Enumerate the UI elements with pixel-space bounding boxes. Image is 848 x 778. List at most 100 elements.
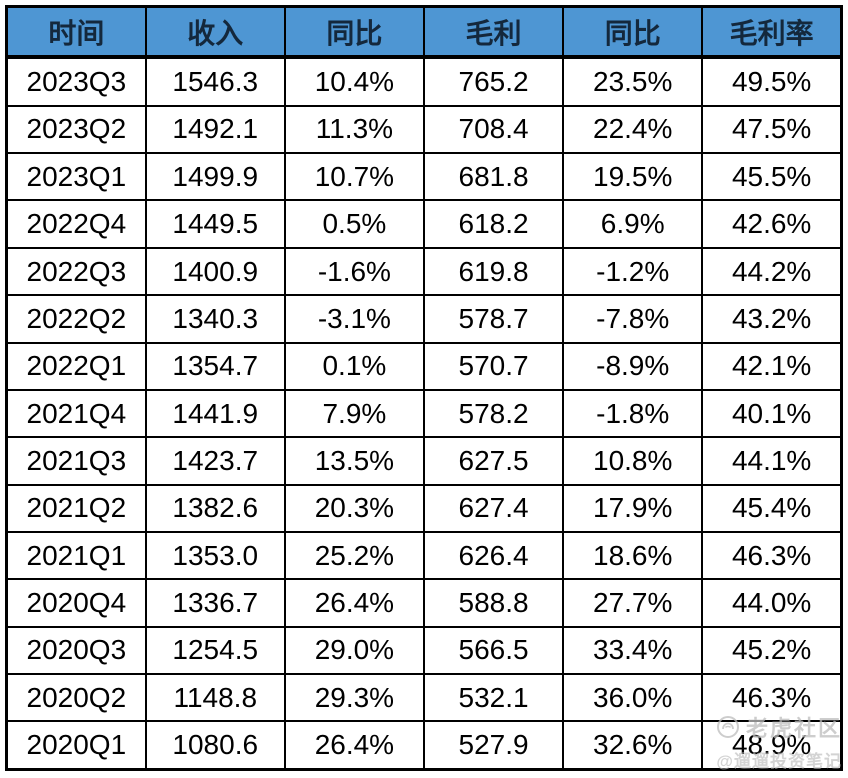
table-cell: 10.4%: [283, 56, 425, 107]
header-cell: 收入: [144, 5, 286, 59]
table-cell: 532.1: [422, 673, 565, 723]
table-cell: 2023Q1: [5, 152, 147, 202]
table-cell: 44.0%: [701, 578, 843, 628]
table-row: 2023Q2 1492.1 11.3% 708.4 22.4% 47.5%: [5, 104, 843, 155]
table-cell: 2021Q3: [5, 436, 147, 486]
table-cell: 2022Q3: [5, 246, 147, 297]
table-cell: 1336.7: [144, 578, 286, 628]
table-cell: 2023Q2: [5, 104, 147, 155]
table-row: 2022Q3 1400.9 -1.6% 619.8 -1.2% 44.2%: [5, 246, 843, 297]
table-cell: 29.0%: [283, 625, 425, 676]
table-cell: 2022Q2: [5, 294, 147, 344]
table-cell: 2022Q4: [5, 199, 147, 249]
table-cell: 1546.3: [144, 56, 286, 107]
table-cell: 1382.6: [144, 483, 286, 533]
table-row: 2023Q1 1499.9 10.7% 681.8 19.5% 45.5%: [5, 152, 843, 202]
table-cell: 13.5%: [283, 436, 425, 486]
table-cell: 25.2%: [283, 530, 425, 581]
table-cell: 527.9: [422, 720, 565, 771]
table-row: 2021Q2 1382.6 20.3% 627.4 17.9% 45.4%: [5, 483, 843, 533]
table-cell: 45.4%: [701, 483, 843, 533]
table-cell: 46.3%: [701, 673, 843, 723]
table-cell: 6.9%: [562, 199, 704, 249]
table-header-row: 时间 收入 同比 毛利 同比 毛利率: [5, 5, 843, 59]
table-cell: 45.2%: [701, 625, 843, 676]
table-row: 2020Q1 1080.6 26.4% 527.9 32.6% 48.9%: [5, 720, 843, 771]
financials-table-container: 时间 收入 同比 毛利 同比 毛利率 2023Q3 1546.3 10.4% 765.2 23.5…: [5, 5, 843, 771]
table-cell: 18.6%: [562, 530, 704, 581]
table-cell: 40.1%: [701, 388, 843, 439]
table-cell: 10.7%: [283, 152, 425, 202]
table-cell: 2023Q3: [5, 56, 147, 107]
table-cell: 1423.7: [144, 436, 286, 486]
table-cell: 26.4%: [283, 720, 425, 771]
table-row: 2022Q4 1449.5 0.5% 618.2 6.9% 42.6%: [5, 199, 843, 249]
table-cell: 43.2%: [701, 294, 843, 344]
table-cell: 588.8: [422, 578, 565, 628]
table-cell: 47.5%: [701, 104, 843, 155]
table-row: 2022Q1 1354.7 0.1% 570.7 -8.9% 42.1%: [5, 341, 843, 391]
table-cell: 566.5: [422, 625, 565, 676]
table-cell: 578.7: [422, 294, 565, 344]
table-cell: 44.2%: [701, 246, 843, 297]
table-cell: 2021Q2: [5, 483, 147, 533]
header-cell: 毛利: [422, 5, 565, 59]
table-cell: 627.5: [422, 436, 565, 486]
table-row: 2021Q4 1441.9 7.9% 578.2 -1.8% 40.1%: [5, 388, 843, 439]
table-cell: 1400.9: [144, 246, 286, 297]
header-cell: 同比: [562, 5, 704, 59]
table-cell: 49.5%: [701, 56, 843, 107]
table-cell: 2020Q1: [5, 720, 147, 771]
table-cell: 48.9%: [701, 720, 843, 771]
table-row: 2021Q3 1423.7 13.5% 627.5 10.8% 44.1%: [5, 436, 843, 486]
table-cell: 1340.3: [144, 294, 286, 344]
table-cell: 2020Q4: [5, 578, 147, 628]
table-cell: 45.5%: [701, 152, 843, 202]
table-cell: 32.6%: [562, 720, 704, 771]
table-row: 2020Q2 1148.8 29.3% 532.1 36.0% 46.3%: [5, 673, 843, 723]
table-cell: 1492.1: [144, 104, 286, 155]
table-cell: 708.4: [422, 104, 565, 155]
table-cell: 1254.5: [144, 625, 286, 676]
table-cell: 7.9%: [283, 388, 425, 439]
table-cell: 27.7%: [562, 578, 704, 628]
table-row: 2021Q1 1353.0 25.2% 626.4 18.6% 46.3%: [5, 530, 843, 581]
table-cell: 2020Q2: [5, 673, 147, 723]
table-cell: 44.1%: [701, 436, 843, 486]
table-cell: 765.2: [422, 56, 565, 107]
table-cell: 0.1%: [283, 341, 425, 391]
table-cell: 1449.5: [144, 199, 286, 249]
table-cell: 1148.8: [144, 673, 286, 723]
table-cell: 23.5%: [562, 56, 704, 107]
table-cell: -1.6%: [283, 246, 425, 297]
table-cell: -1.2%: [562, 246, 704, 297]
table-cell: -1.8%: [562, 388, 704, 439]
table-cell: -8.9%: [562, 341, 704, 391]
table-cell: -3.1%: [283, 294, 425, 344]
table-cell: 17.9%: [562, 483, 704, 533]
table-cell: 33.4%: [562, 625, 704, 676]
table-body: 2023Q3 1546.3 10.4% 765.2 23.5% 49.5% 2023Q2 14…: [5, 56, 843, 771]
table-cell: 22.4%: [562, 104, 704, 155]
table-cell: 11.3%: [283, 104, 425, 155]
header-cell: 同比: [283, 5, 425, 59]
table-cell: 619.8: [422, 246, 565, 297]
table-cell: 42.1%: [701, 341, 843, 391]
table-cell: 578.2: [422, 388, 565, 439]
table-cell: 1080.6: [144, 720, 286, 771]
table-cell: 618.2: [422, 199, 565, 249]
table-cell: 1353.0: [144, 530, 286, 581]
table-cell: 570.7: [422, 341, 565, 391]
table-cell: 46.3%: [701, 530, 843, 581]
table-cell: 2022Q1: [5, 341, 147, 391]
table-cell: 627.4: [422, 483, 565, 533]
header-cell: 时间: [5, 5, 147, 59]
table-row: 2020Q3 1254.5 29.0% 566.5 33.4% 45.2%: [5, 625, 843, 676]
table-cell: 1354.7: [144, 341, 286, 391]
quarterly-financials-table: 时间 收入 同比 毛利 同比 毛利率 2023Q3 1546.3 10.4% 765.2 23.5…: [5, 5, 843, 771]
table-cell: -7.8%: [562, 294, 704, 344]
table-cell: 29.3%: [283, 673, 425, 723]
table-cell: 1499.9: [144, 152, 286, 202]
table-row: 2020Q4 1336.7 26.4% 588.8 27.7% 44.0%: [5, 578, 843, 628]
table-cell: 20.3%: [283, 483, 425, 533]
